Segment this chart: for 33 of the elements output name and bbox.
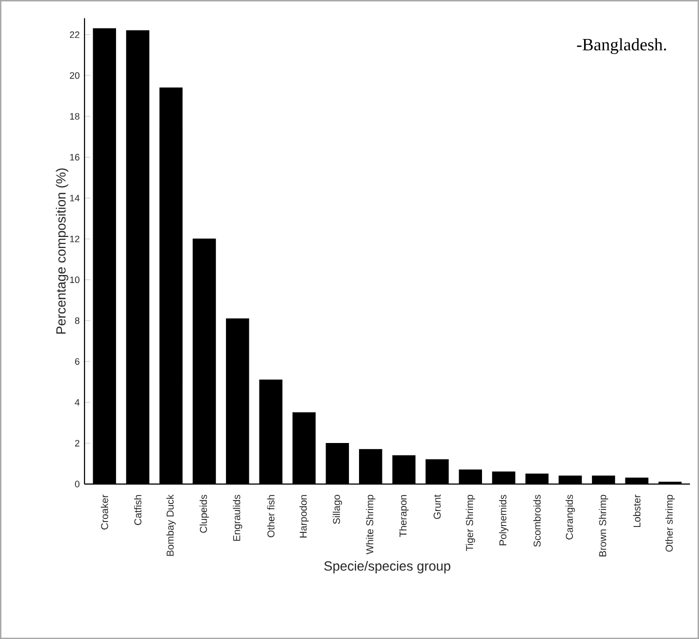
x-tick-label: Grunt	[434, 494, 441, 519]
y-tick-label: 8	[75, 317, 80, 324]
x-tick-label: Tiger Shrimp	[466, 494, 476, 551]
y-tick-label: 10	[70, 276, 80, 284]
x-tick-label: Lobster	[633, 494, 640, 527]
x-tick-label: Polynemids	[499, 494, 508, 546]
y-tick-label: 2	[75, 440, 80, 446]
x-tick-label: Sillago	[332, 494, 342, 524]
x-axis-title: Specie/species group	[324, 560, 450, 574]
y-tick-label: 0	[74, 480, 80, 488]
x-tick-label: Carangids	[566, 494, 575, 540]
x-tick-label: Engraulids	[232, 494, 242, 541]
x-tick-label: Scombroids	[533, 494, 541, 547]
text: -Bangladesh.	[576, 38, 666, 54]
y-tick-label: 14	[70, 194, 80, 202]
y-tick-label: 16	[70, 154, 80, 160]
y-tick-label: 18	[70, 113, 80, 120]
x-tick-label: Harpodon	[299, 495, 309, 538]
x-tick-label: Bombay Duck	[166, 494, 176, 556]
x-tick-label: Therapon	[399, 495, 409, 537]
y-tick-label: 6	[75, 358, 80, 365]
y-axis-title: Percentage composition (%)	[56, 168, 68, 334]
x-tick-label: Brown Shrimp	[598, 494, 608, 556]
x-tick-label: Croaker	[100, 494, 108, 530]
y-tick-label: 20	[70, 72, 80, 79]
x-tick-label: Other fish	[267, 495, 274, 538]
y-tick-label: 4	[74, 399, 80, 406]
y-tick-label: 12	[70, 236, 80, 242]
y-tick-label: 22	[70, 31, 80, 38]
x-tick-label: Catfish	[134, 495, 142, 525]
x-tick-label: Other shrimp	[665, 494, 675, 552]
x-tick-label: Clupeids	[200, 494, 209, 533]
x-tick-label: White Shrimp	[366, 494, 376, 554]
